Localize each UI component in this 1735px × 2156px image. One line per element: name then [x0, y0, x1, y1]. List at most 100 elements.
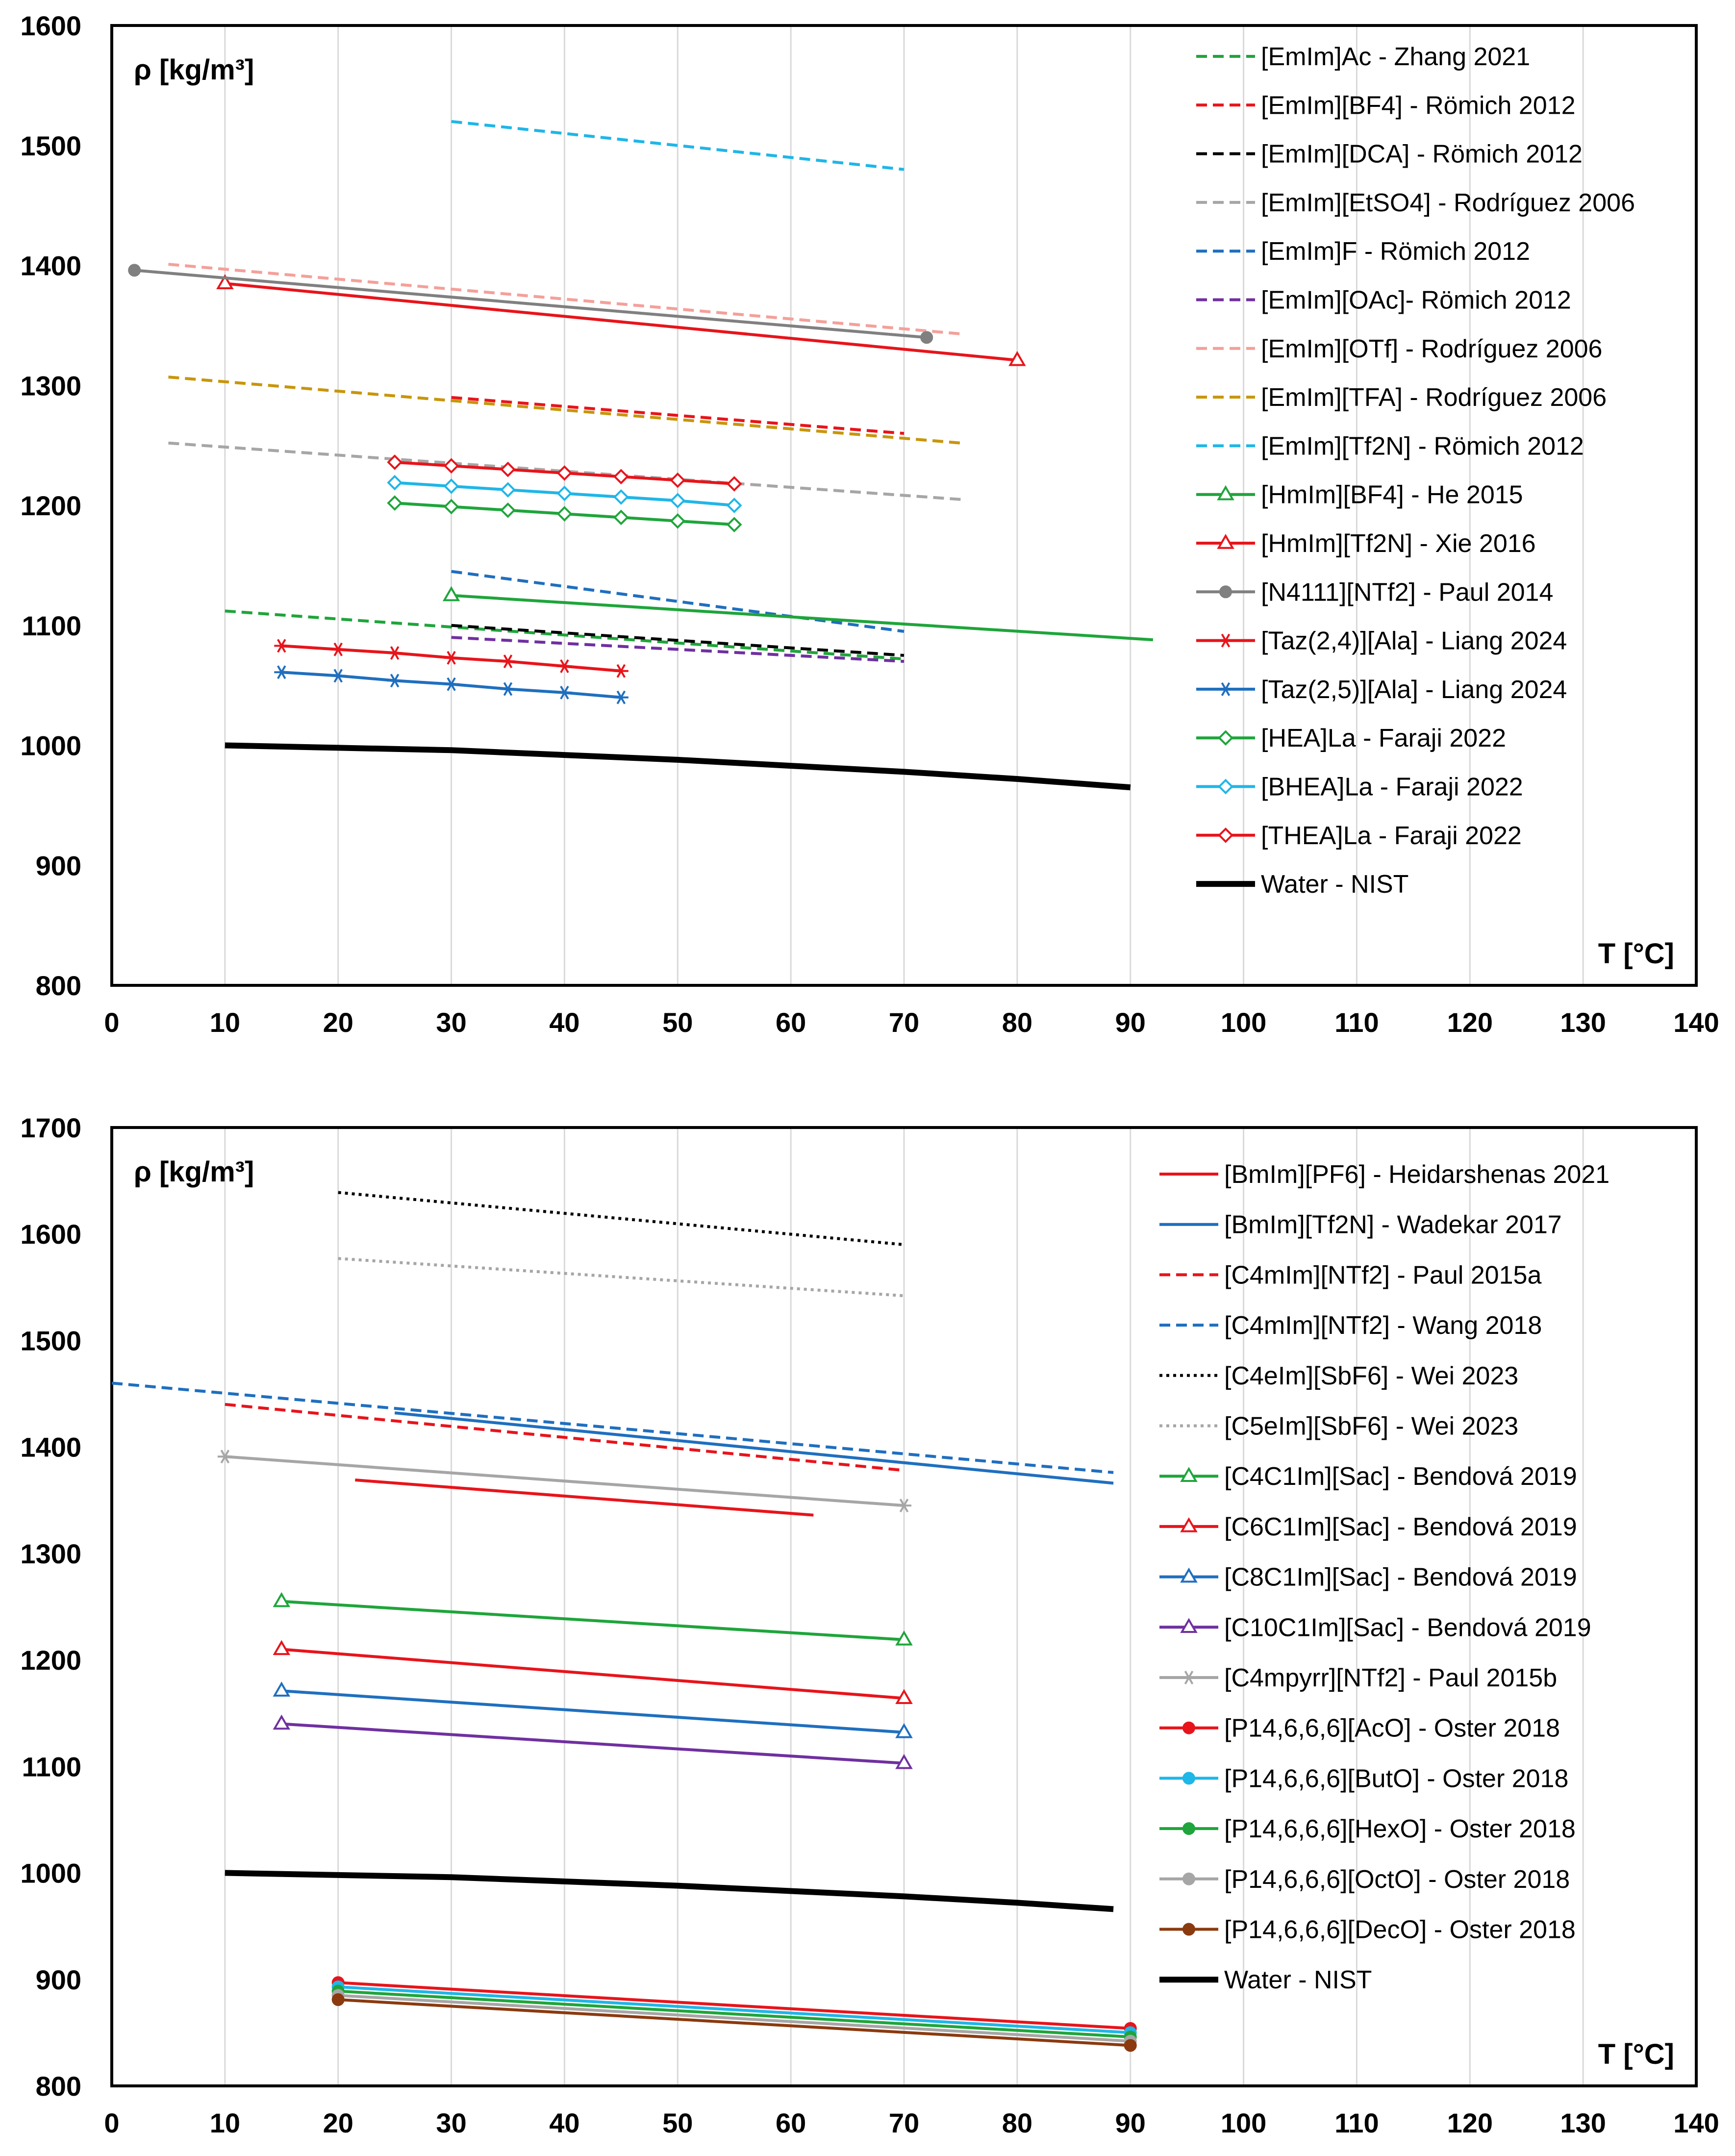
- legend-marker: [1218, 682, 1233, 696]
- data-point-marker: [920, 331, 933, 344]
- legend-marker: [1218, 730, 1233, 746]
- data-point-marker: [613, 509, 629, 526]
- series-line: [273, 1592, 913, 1646]
- legend-label: [Taz(2,4)][Ala] - Liang 2024: [1261, 627, 1567, 655]
- legend-label: [C4mIm][NTf2] - Paul 2015a: [1224, 1261, 1541, 1289]
- y-tick-label: 1000: [20, 1858, 81, 1889]
- x-tick-label: 0: [104, 2107, 119, 2138]
- legend-item: [P14,6,6,6][OctO] - Oster 2018: [1159, 1865, 1570, 1894]
- legend-marker: [1218, 778, 1233, 795]
- data-point-marker: [128, 264, 141, 277]
- data-point-marker: [500, 482, 516, 498]
- data-point-marker: [387, 454, 402, 470]
- marker-stroke: [220, 1450, 230, 1464]
- x-tick-label: 110: [1334, 2107, 1379, 2138]
- series-line: [216, 274, 1026, 366]
- y-axis: 800 900 1000 1100 1200 1300 1400 1500 1600: [20, 10, 81, 1001]
- data-point-marker: [273, 1714, 291, 1730]
- data-point-marker: [216, 274, 234, 289]
- y-tick-label: 1600: [20, 1219, 81, 1250]
- x-axis: 0 10 20 30 40 50 60 70 80 90 100 110 120 130 140: [104, 1007, 1719, 1038]
- data-point-marker: [613, 469, 629, 485]
- data-series: [128, 120, 1154, 791]
- series-line: [225, 609, 905, 661]
- legend: [BmIm][PF6] - Heidarshenas 2021 [BmIm][Tf…: [1159, 1160, 1609, 1994]
- y-tick-label: 1300: [20, 370, 81, 401]
- data-point-marker: [501, 654, 515, 669]
- legend-item: [P14,6,6,6][ButO] - Oster 2018: [1159, 1764, 1568, 1793]
- legend-item: [Taz(2,5)][Ala] - Liang 2024: [1196, 676, 1567, 704]
- series-path: [225, 1403, 905, 1472]
- legend-label: [EmIm][BF4] - Römich 2012: [1261, 91, 1576, 120]
- data-point-marker: [330, 642, 346, 656]
- series-line: [331, 1993, 1137, 2052]
- legend-item: [EmIm][DCA] - Römich 2012: [1196, 140, 1583, 169]
- y-tick-label: 1400: [20, 251, 81, 281]
- series-path: [451, 594, 1154, 642]
- x-tick-label: 110: [1334, 1007, 1379, 1038]
- legend-item: [C10C1Im][Sac] - Bendová 2019: [1159, 1613, 1591, 1642]
- legend-item: [C4eIm][SbF6] - Wei 2023: [1159, 1362, 1518, 1390]
- legend-label: [EmIm][Tf2N] - Römich 2012: [1261, 432, 1584, 460]
- legend-marker: [1218, 633, 1233, 648]
- series-path: [134, 269, 927, 339]
- data-point-marker: [897, 1499, 911, 1513]
- legend-label: [P14,6,6,6][ButO] - Oster 2018: [1224, 1764, 1568, 1793]
- x-tick-label: 40: [549, 1007, 579, 1038]
- legend-item: [EmIm][BF4] - Römich 2012: [1196, 91, 1576, 120]
- series-line: [225, 742, 1131, 791]
- data-point-marker: [274, 639, 289, 653]
- chart-panel-2: 800 900 1000 1100 1200 1300 1400 1500 1600 1700 0 1…: [20, 1112, 1719, 2138]
- legend-item: [EmIm][TFA] - Rodríguez 2006: [1196, 383, 1607, 412]
- series-line: [338, 1257, 905, 1298]
- legend-item: [EmIm][OTf] - Rodríguez 2006: [1196, 335, 1602, 363]
- legend-item: [BHEA]La - Faraji 2022: [1196, 773, 1523, 802]
- series-path: [338, 1981, 1131, 2030]
- data-point-marker: [726, 476, 742, 492]
- x-tick-label: 60: [776, 2107, 806, 2138]
- legend-item: [P14,6,6,6][HexO] - Oster 2018: [1159, 1815, 1576, 1843]
- legend-marker: [1218, 827, 1233, 843]
- legend-item: [HmIm][Tf2N] - Xie 2016: [1196, 529, 1536, 558]
- legend-item: [C6C1Im][Sac] - Bendová 2019: [1159, 1513, 1577, 1541]
- x-tick-label: 50: [662, 2107, 693, 2138]
- x-tick-label: 30: [436, 1007, 466, 1038]
- marker-stroke: [333, 669, 343, 683]
- y-axis-title: ρ [kg/m³]: [134, 1156, 254, 1188]
- marker-stroke: [503, 654, 513, 669]
- x-tick-label: 50: [662, 1007, 693, 1038]
- series-path: [451, 624, 905, 657]
- series-path: [338, 1985, 1131, 2034]
- data-point-marker: [387, 646, 402, 660]
- legend-label: [EmIm][DCA] - Römich 2012: [1261, 140, 1583, 169]
- y-tick-label: 1300: [20, 1538, 81, 1569]
- data-point-marker: [443, 478, 459, 494]
- legend-label: Water - NIST: [1261, 870, 1408, 899]
- data-point-marker: [726, 517, 742, 532]
- data-point-marker: [556, 485, 573, 501]
- data-point-marker: [613, 664, 629, 678]
- series-path: [225, 742, 1131, 791]
- series-line: [128, 264, 933, 344]
- legend-item: [EmIm]F - Römich 2012: [1196, 237, 1530, 266]
- marker-stroke: [503, 682, 513, 696]
- series-line: [111, 1381, 1114, 1474]
- data-point-marker: [726, 498, 742, 513]
- series-path: [451, 570, 905, 633]
- legend-item: [C8C1Im][Sac] - Bendová 2019: [1159, 1563, 1577, 1592]
- x-tick-label: 10: [210, 1007, 240, 1038]
- legend-label: [C6C1Im][Sac] - Bendová 2019: [1224, 1513, 1577, 1541]
- x-tick-label: 80: [1002, 1007, 1032, 1038]
- marker-stroke: [1221, 633, 1231, 648]
- legend-label: [EmIm][OAc]- Römich 2012: [1261, 286, 1571, 315]
- data-point-marker: [330, 669, 346, 683]
- legend-item: [C5eIm][SbF6] - Wei 2023: [1159, 1412, 1518, 1441]
- series-path: [338, 1257, 905, 1298]
- data-point-marker: [387, 475, 402, 491]
- legend-label: [EmIm][OTf] - Rodríguez 2006: [1261, 335, 1602, 363]
- marker-stroke: [1221, 682, 1231, 696]
- data-point-marker: [895, 1630, 913, 1646]
- legend-label: [P14,6,6,6][OctO] - Oster 2018: [1224, 1865, 1570, 1894]
- series-path: [451, 120, 905, 171]
